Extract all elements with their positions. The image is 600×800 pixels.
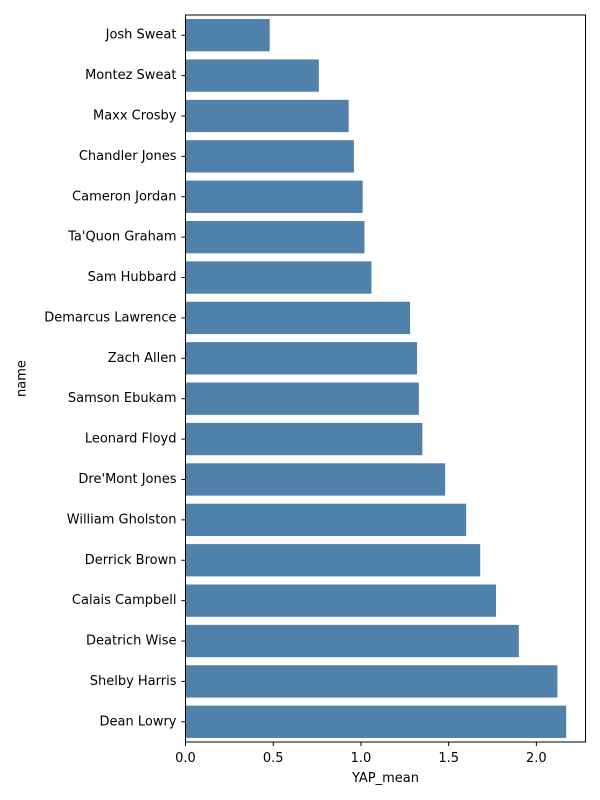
bar — [185, 544, 481, 577]
y-tick-label: William Gholston — [67, 512, 177, 527]
bars-layer — [185, 19, 567, 738]
bar — [185, 705, 567, 738]
y-tick-label: Ta'Quon Graham — [67, 230, 176, 245]
y-tick-label: Josh Sweat — [105, 28, 177, 43]
plot-frame — [185, 14, 586, 743]
bar — [185, 382, 419, 415]
y-tick-label: Maxx Crosby — [93, 108, 177, 123]
bar — [185, 180, 363, 213]
x-tick-label: 0.5 — [263, 751, 284, 766]
bar — [185, 59, 319, 92]
y-tick-label: Shelby Harris — [90, 674, 177, 689]
x-tick-layer: 0.0 0.5 1.0 1.5 2.0 — [175, 742, 547, 766]
y-tick-label: Calais Campbell — [72, 593, 177, 608]
y-tick-label: Derrick Brown — [85, 553, 177, 568]
bar — [185, 261, 372, 294]
y-tick-label: Cameron Jordan — [72, 189, 176, 204]
y-tick-label: Chandler Jones — [79, 149, 177, 164]
x-tick-label: 2.0 — [526, 751, 547, 766]
y-tick-label: Dean Lowry — [100, 714, 177, 729]
bar — [185, 422, 423, 456]
y-tick-layer: Josh Sweat Montez Sweat Maxx Crosby Chandle… — [44, 28, 186, 729]
bar — [185, 584, 497, 617]
y-tick-label: Demarcus Lawrence — [44, 310, 176, 325]
bar — [185, 220, 365, 254]
y-tick-label: Sam Hubbard — [88, 270, 177, 285]
x-axis-title: YAP_mean — [351, 771, 419, 786]
y-tick-label: Dre'Mont Jones — [78, 472, 176, 487]
y-tick-label: Montez Sweat — [85, 68, 176, 83]
bar — [185, 463, 446, 496]
y-tick-label: Deatrich Wise — [86, 634, 177, 649]
x-tick-label: 0.0 — [175, 751, 196, 766]
x-tick-label: 1.0 — [351, 751, 372, 766]
y-tick-label: Samson Ebukam — [68, 391, 177, 406]
bar — [185, 19, 270, 52]
bar — [185, 301, 411, 335]
bar — [185, 99, 349, 133]
x-tick-label: 1.5 — [438, 751, 459, 766]
bar — [185, 140, 354, 173]
y-axis-title: name — [15, 360, 30, 397]
y-tick-label: Leonard Floyd — [85, 432, 177, 447]
bar — [185, 665, 558, 698]
bar — [185, 624, 519, 658]
bar — [185, 503, 467, 537]
bar — [185, 342, 418, 375]
y-tick-label: Zach Allen — [108, 351, 177, 366]
